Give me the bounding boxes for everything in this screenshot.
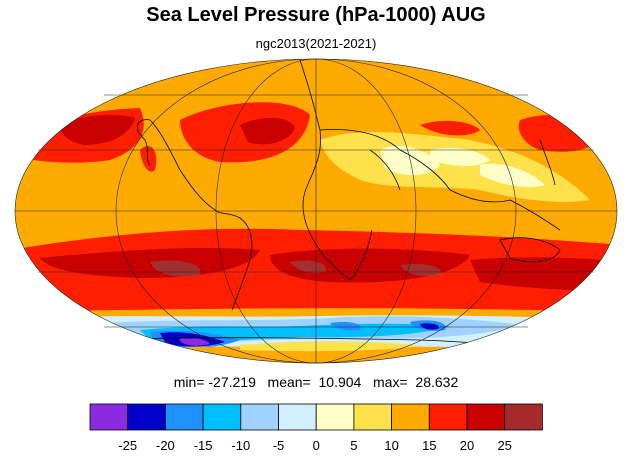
max-label: max= [373,374,408,390]
colorbar-tick-label: -20 [156,438,175,453]
map-subtitle: ngc2013(2021-2021) [255,36,377,51]
colorbar-box-11 [504,403,543,431]
colorbar-box-10 [466,403,506,431]
min-label: min= [173,374,205,390]
colorbar-tick-label: 0 [313,438,320,453]
colorbar-tick-label: -15 [194,438,213,453]
colorbar-tick-label: -5 [273,438,285,453]
colorbar-tick-label: 25 [497,438,511,453]
mean-value: 10.904 [318,374,362,390]
colorbar-tick-label: 5 [350,438,357,453]
field-statistics: min= -27.219 mean= 10.904 max= 28.632 [0,374,632,390]
colorbar-tick-label: 20 [460,438,474,453]
colorbar-box-9 [428,403,468,431]
colorbar-labels: -25 -20 -15 -10 -5 0 5 10 15 20 25 [118,438,512,453]
colorbar-tick-label: -10 [231,438,250,453]
colorbar-box-7 [353,403,392,431]
min-value: -27.219 [208,374,256,390]
colorbar-tick-label: 15 [422,438,436,453]
mean-label: mean= [267,374,311,390]
colorbar-box-6 [315,403,355,431]
colorbar-tick-label: 10 [384,438,398,453]
max-value: 28.632 [415,374,459,390]
colorbar-box-3 [202,403,242,431]
coastlines [99,59,561,351]
colorbar-boxes [89,403,543,431]
colorbar-box-1 [127,403,166,431]
colorbar-box-2 [164,403,204,431]
colorbar-box-0 [89,403,129,431]
colorbar-box-5 [278,403,317,431]
colorbar-box-4 [240,403,279,431]
colorbar-box-8 [391,403,430,431]
map-title: Sea Level Pressure (hPa-1000) AUG [146,4,486,26]
graticule [14,58,618,364]
colorbar-tick-label: -25 [118,438,137,453]
